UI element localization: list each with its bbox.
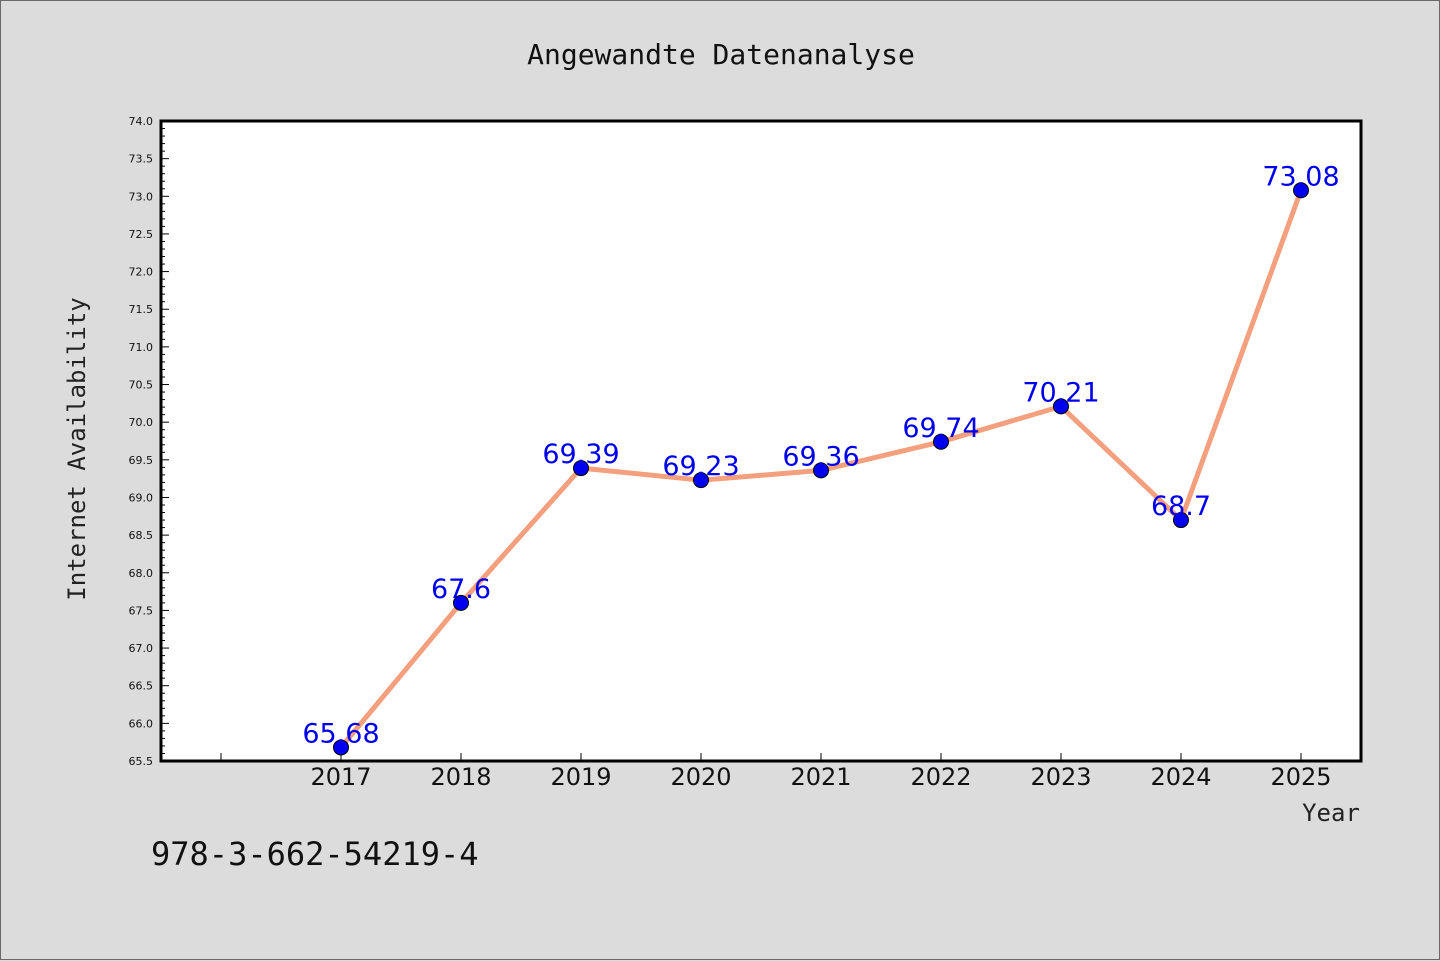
y-tick-label: 73.0 <box>129 190 154 203</box>
y-tick-label: 69.0 <box>129 491 154 504</box>
x-tick-label: 2023 <box>1030 763 1091 791</box>
data-point-marker <box>1293 182 1309 199</box>
y-tick-label: 67.0 <box>129 642 154 655</box>
y-tick-label: 69.5 <box>129 454 154 467</box>
y-tick-label: 73.5 <box>129 153 154 166</box>
data-point-label: 65.68 <box>302 718 379 749</box>
data-labels: 65.68 67.6 69.39 69.23 69.36 69.74 70.21 68.7 73… <box>302 161 1339 749</box>
data-point-marker <box>813 462 829 479</box>
x-tick-label: 2024 <box>1150 763 1211 791</box>
data-point-label: 69.39 <box>542 439 619 470</box>
data-point-label: 70.21 <box>1022 377 1099 408</box>
x-tick-label: 2019 <box>550 763 611 791</box>
x-tick-label: 2022 <box>910 763 971 791</box>
y-tick-label: 66.0 <box>129 717 154 730</box>
data-point-marker <box>573 460 589 477</box>
data-point-marker <box>693 472 709 489</box>
data-point-label: 69.74 <box>902 413 979 444</box>
plot-area <box>161 121 1361 761</box>
data-point-label: 67.6 <box>431 574 491 605</box>
y-tick-label: 66.5 <box>129 680 154 693</box>
y-tick-label: 72.0 <box>129 266 154 279</box>
x-tick-label: 2020 <box>670 763 731 791</box>
x-axis-label: Year <box>1302 799 1360 827</box>
data-point-marker <box>453 594 469 611</box>
y-tick-label: 68.0 <box>129 567 154 580</box>
plot-frame <box>159 119 1363 763</box>
y-tick-label: 74.0 <box>129 115 154 128</box>
data-point-marker <box>1053 398 1069 415</box>
data-point-label: 69.36 <box>782 441 859 472</box>
y-tick-label: 71.0 <box>129 341 154 354</box>
data-point-marker <box>1173 512 1189 529</box>
y-tick-label: 68.5 <box>129 529 154 542</box>
data-point-marker <box>333 739 349 756</box>
data-point-label: 68.7 <box>1151 491 1211 522</box>
chart-title: Angewandte Datenanalyse <box>527 38 915 71</box>
x-tick-label: 2017 <box>310 763 371 791</box>
y-tick-label: 71.5 <box>129 303 154 316</box>
series-markers <box>333 182 1309 756</box>
data-point-marker <box>933 433 949 450</box>
y-tick-label: 70.5 <box>129 379 154 392</box>
y-tick-label: 67.5 <box>129 604 154 617</box>
x-tick-label: 2021 <box>790 763 851 791</box>
y-tick-label: 72.5 <box>129 228 154 241</box>
isbn-note: 978-3-662-54219-4 <box>151 835 479 873</box>
y-tick-label: 70.0 <box>129 416 154 429</box>
x-tick-label: 2018 <box>430 763 491 791</box>
data-point-label: 69.23 <box>662 451 739 482</box>
y-axis-label: Internet Availability <box>63 297 91 600</box>
x-tick-label: 2025 <box>1270 763 1331 791</box>
y-tick-label: 65.5 <box>129 755 154 768</box>
data-point-label: 73.08 <box>1262 161 1339 192</box>
